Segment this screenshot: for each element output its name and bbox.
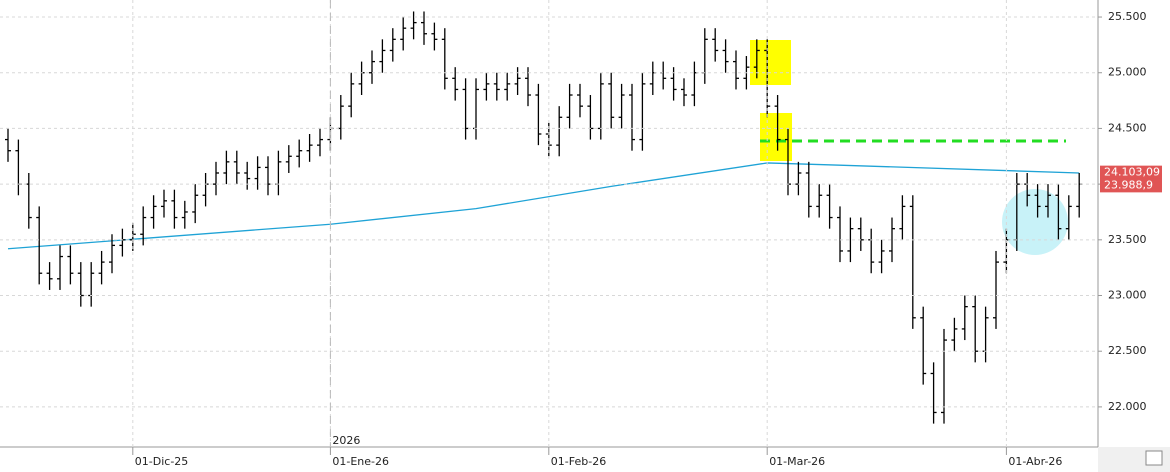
year-label: 2026 [332, 434, 360, 447]
x-tick-label: 01-Ene-26 [332, 455, 389, 468]
x-tick-label: 01-Mar-26 [769, 455, 825, 468]
price-label-box [1100, 178, 1162, 193]
price-label: 24.103,09 [1104, 166, 1160, 179]
y-tick-label: 23.000 [1108, 289, 1147, 302]
corner-icon[interactable] [1145, 450, 1163, 466]
y-tick-label: 22.500 [1108, 344, 1147, 357]
x-tick-label: 01-Feb-26 [551, 455, 606, 468]
y-tick-label: 25.500 [1108, 10, 1147, 23]
y-tick-label: 22.000 [1108, 400, 1147, 413]
highlight-box [760, 113, 792, 161]
x-tick-label: 01-Dic-25 [135, 455, 189, 468]
y-tick-label: 25.000 [1108, 66, 1147, 79]
price-label-box [1100, 165, 1162, 180]
price-label: 23.988,9 [1104, 178, 1153, 191]
x-tick-label: 01-Abr-26 [1008, 455, 1062, 468]
y-tick-label: 24.500 [1108, 121, 1147, 134]
y-tick-label: 23.500 [1108, 233, 1147, 246]
highlight-circle [1002, 189, 1068, 255]
